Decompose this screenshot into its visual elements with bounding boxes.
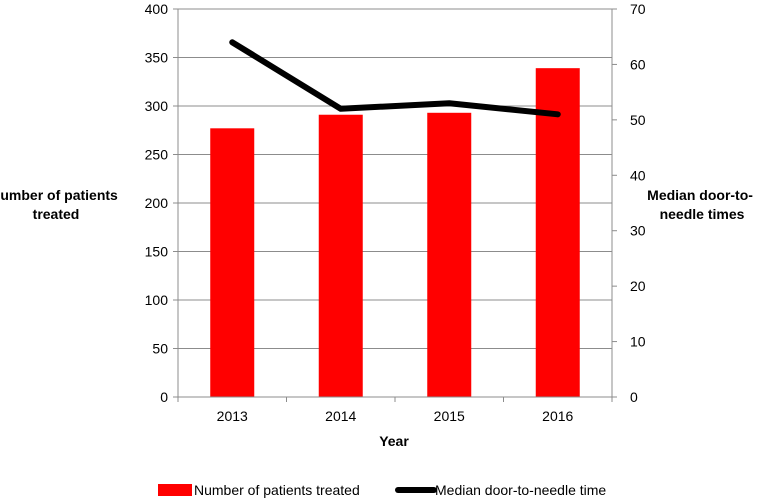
y-axis-title-left-line2: treated [33, 206, 80, 222]
y-right-tick-label: 50 [630, 112, 646, 128]
x-tick-label: 2014 [325, 408, 356, 424]
y-left-tick-label: 50 [152, 341, 168, 357]
bar-series [210, 68, 580, 398]
y-right-tick-label: 0 [630, 389, 638, 405]
x-tick-label: 2013 [217, 408, 248, 424]
y-left-tick-label: 350 [145, 50, 169, 66]
y-left-tick-label: 300 [145, 98, 169, 114]
legend-label-line: Median door-to-needle time [435, 482, 606, 498]
y-right-tick-label: 20 [630, 278, 646, 294]
y-left-tick-label: 400 [145, 1, 169, 17]
y-axis-title-right-line1: Median door-to- [647, 187, 753, 203]
y-axis-title-left-line1: Number of patients [0, 187, 118, 203]
y-left-tick-label: 200 [145, 195, 169, 211]
legend: Number of patients treated Median door-t… [158, 482, 606, 498]
bar-2015 [427, 112, 472, 397]
x-axis-title: Year [379, 433, 409, 449]
y-left-tick-label: 250 [145, 147, 169, 163]
legend-swatch-bar [158, 484, 192, 496]
y-right-tick-label: 70 [630, 1, 646, 17]
x-tick-label: 2015 [434, 408, 465, 424]
bar-2016 [535, 68, 580, 398]
y-left-tick-label: 0 [160, 389, 168, 405]
x-tick-label: 2016 [542, 408, 573, 424]
y-right-tick-label: 30 [630, 223, 646, 239]
legend-label-bar: Number of patients treated [194, 482, 360, 498]
line-series [229, 39, 561, 118]
y-right-tick-label: 10 [630, 334, 646, 350]
y-right-tick-label: 60 [630, 56, 646, 72]
y-right-tick-label: 40 [630, 167, 646, 183]
axes [173, 8, 617, 402]
bar-2013 [210, 128, 255, 397]
y-axis-title-right: Median door-to- needle times [647, 187, 757, 222]
bar-2014 [318, 114, 363, 397]
y-axis-title-left: Number of patients treated [0, 187, 122, 222]
y-left-tick-label: 100 [145, 292, 169, 308]
tick-labels: 0 50 100 150 200 250 300 350 400 0 10 20 30 40 50 60 70 2… [145, 1, 646, 424]
door-to-needle-line [229, 39, 561, 118]
y-axis-title-right-line2: needle times [660, 206, 745, 222]
y-left-tick-label: 150 [145, 244, 169, 260]
